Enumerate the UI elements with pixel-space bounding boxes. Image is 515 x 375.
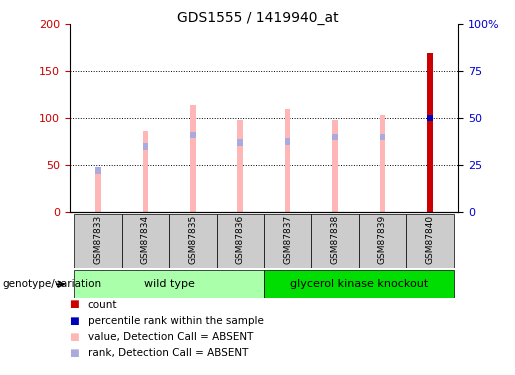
Bar [427, 53, 433, 212]
Text: GDS1555 / 1419940_at: GDS1555 / 1419940_at [177, 11, 338, 25]
Text: ■: ■ [70, 300, 79, 309]
Bar [380, 116, 385, 212]
Bar [285, 109, 290, 212]
Bar [427, 115, 433, 122]
Bar [190, 132, 196, 138]
Bar [95, 171, 101, 212]
Bar [285, 138, 290, 145]
Bar [169, 214, 216, 268]
Bar [359, 214, 406, 268]
Text: GSM87835: GSM87835 [188, 215, 197, 264]
Text: ■: ■ [70, 316, 79, 326]
Bar [216, 214, 264, 268]
Text: GSM87840: GSM87840 [425, 215, 434, 264]
Bar [264, 270, 454, 298]
Text: wild type: wild type [144, 279, 195, 289]
Bar [74, 214, 122, 268]
Bar [264, 214, 312, 268]
Bar [380, 134, 385, 140]
Bar [95, 167, 101, 174]
Bar [122, 214, 169, 268]
Text: GSM87839: GSM87839 [378, 215, 387, 264]
Text: rank, Detection Call = ABSENT: rank, Detection Call = ABSENT [88, 348, 248, 358]
Text: count: count [88, 300, 117, 309]
Text: GSM87833: GSM87833 [94, 215, 102, 264]
Text: genotype/variation: genotype/variation [3, 279, 101, 289]
Bar [190, 105, 196, 212]
Text: GSM87834: GSM87834 [141, 215, 150, 264]
Bar [332, 120, 338, 212]
Bar [237, 139, 243, 146]
Text: percentile rank within the sample: percentile rank within the sample [88, 316, 264, 326]
Text: value, Detection Call = ABSENT: value, Detection Call = ABSENT [88, 332, 253, 342]
Bar [143, 143, 148, 150]
Bar [332, 134, 338, 140]
Bar [74, 270, 264, 298]
Bar [312, 214, 359, 268]
Bar [143, 131, 148, 212]
Text: ■: ■ [70, 332, 79, 342]
Bar [237, 120, 243, 212]
Text: GSM87836: GSM87836 [236, 215, 245, 264]
Text: GSM87838: GSM87838 [331, 215, 339, 264]
Text: GSM87837: GSM87837 [283, 215, 292, 264]
Text: ■: ■ [70, 348, 79, 358]
Text: glycerol kinase knockout: glycerol kinase knockout [289, 279, 428, 289]
Bar [406, 214, 454, 268]
